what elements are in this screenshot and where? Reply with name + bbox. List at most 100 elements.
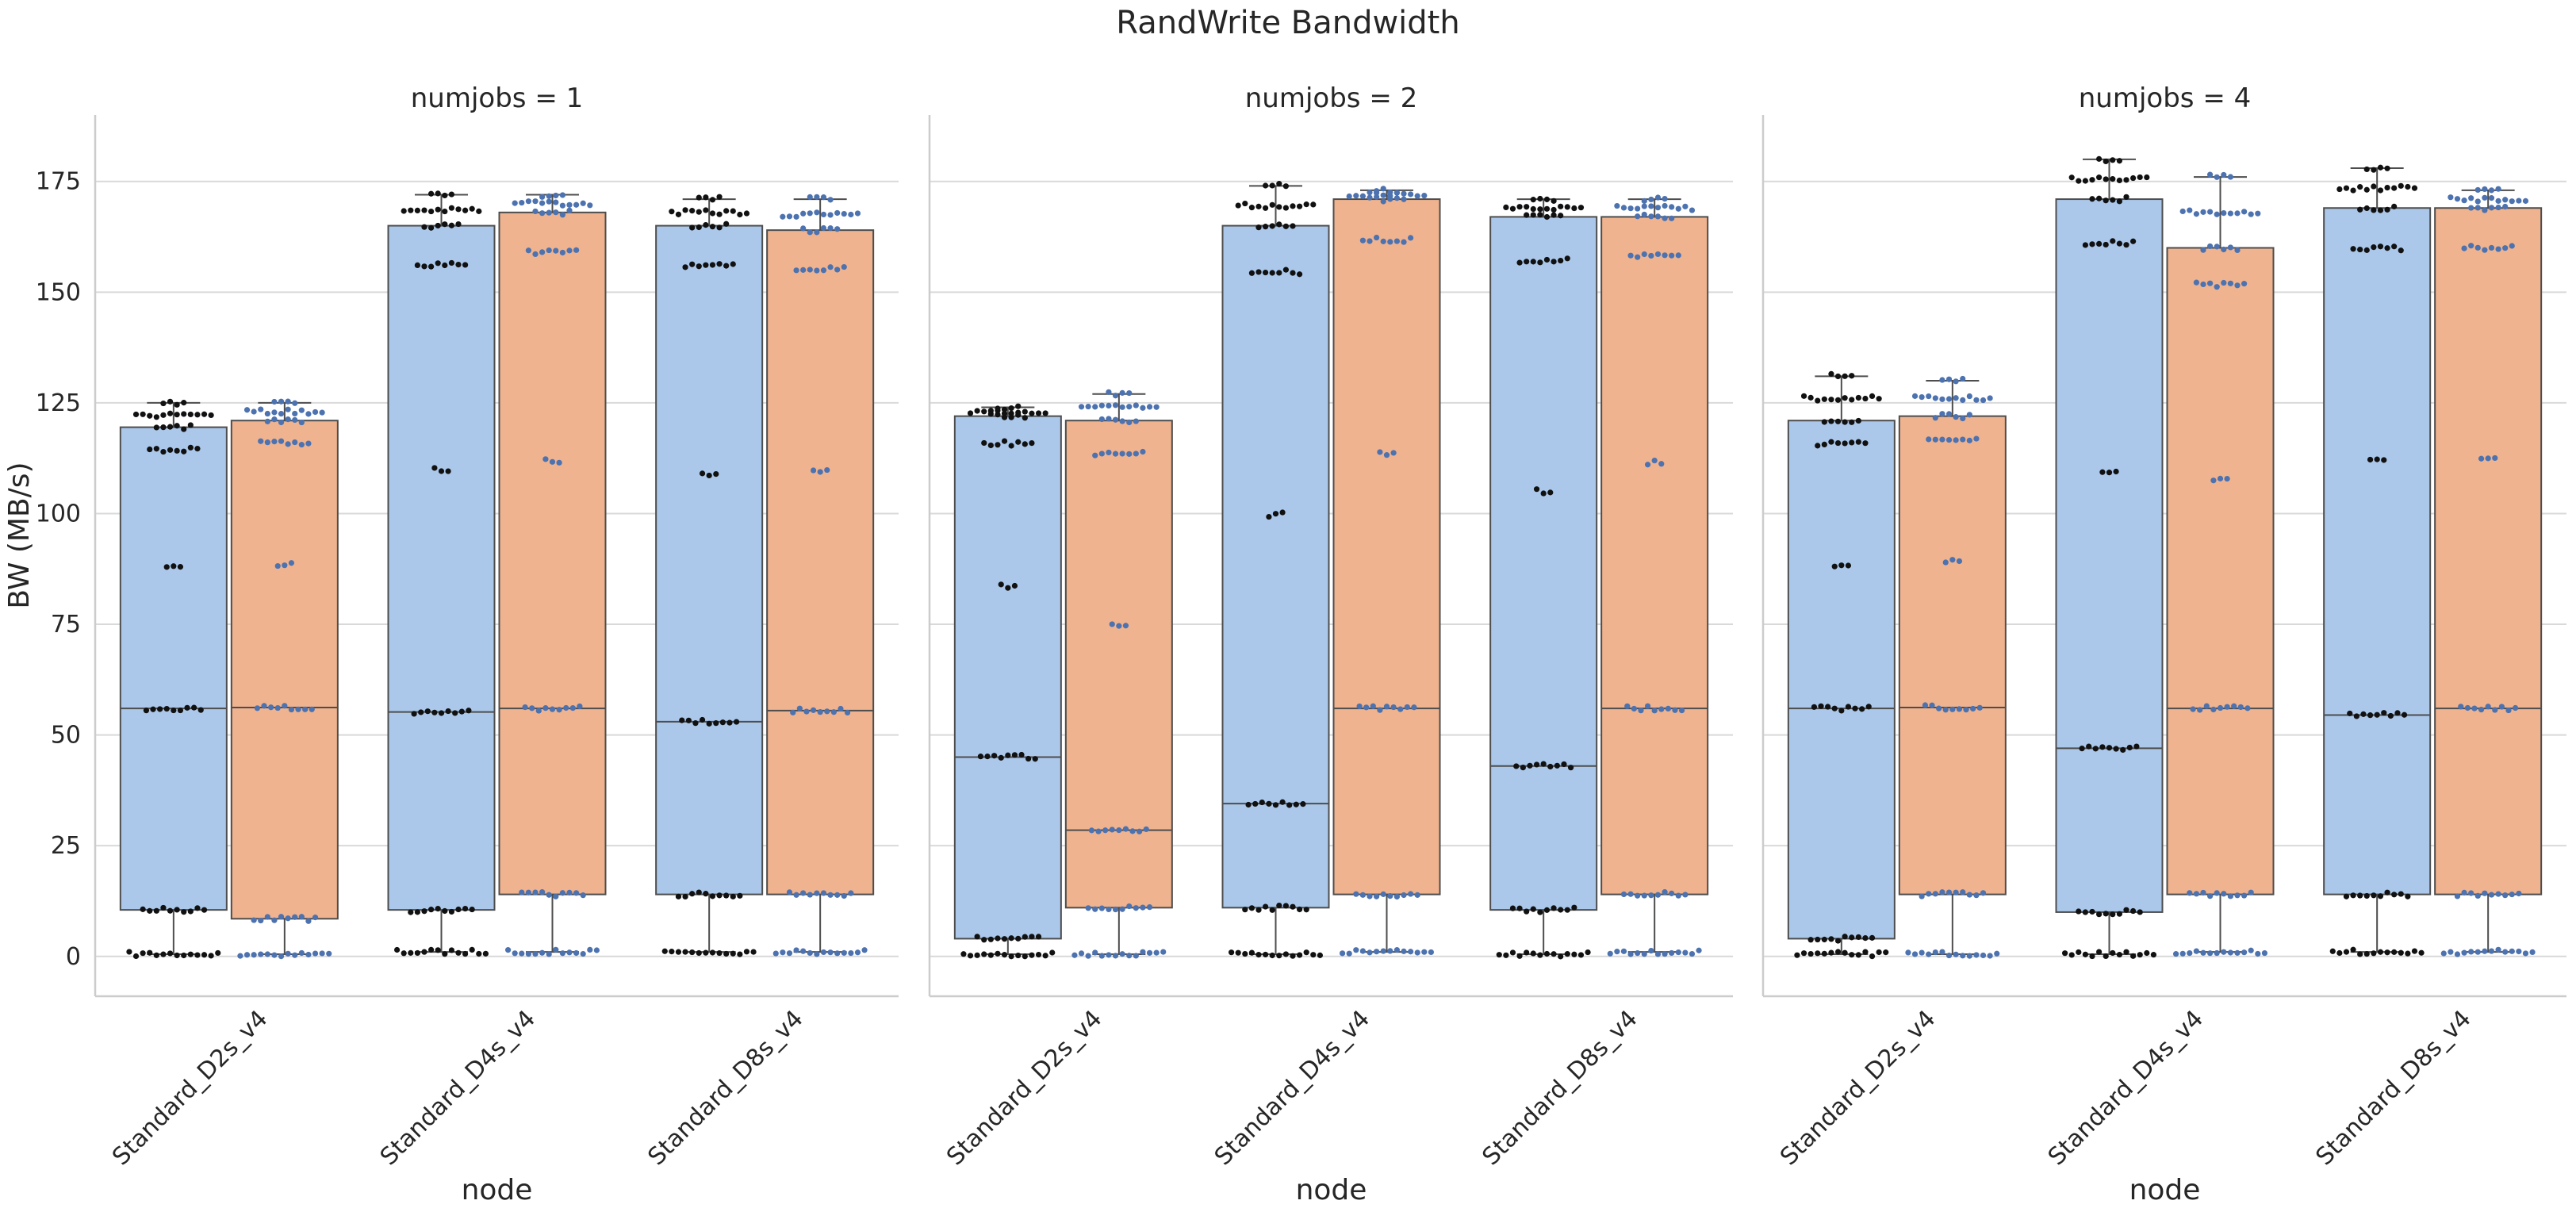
swarm-point: [1272, 802, 1279, 808]
swarm-point: [2241, 281, 2248, 287]
swarm-point: [2214, 174, 2220, 180]
swarm-point: [174, 447, 180, 454]
swarm-point: [292, 439, 298, 446]
swarm-point: [1367, 189, 1373, 196]
swarm-point: [1530, 906, 1536, 912]
swarm-point: [1641, 198, 1647, 204]
swarm-point: [824, 466, 830, 474]
swarm-point: [2200, 209, 2206, 215]
swarm-point: [1648, 252, 1654, 259]
swarm-point: [1669, 949, 1675, 957]
facet-title: numjobs = 4: [2079, 82, 2252, 114]
swarm-point: [848, 211, 854, 218]
swarm-point: [167, 398, 174, 405]
swarm-point: [2485, 455, 2491, 462]
swarm-point: [1949, 557, 1956, 563]
swarm-point: [2106, 470, 2113, 476]
swarm-point: [1533, 761, 1540, 768]
swarm-point: [2224, 704, 2230, 710]
swarm-point: [2099, 469, 2106, 475]
swarm-point: [2492, 707, 2498, 713]
swarm-point: [2062, 950, 2068, 957]
swarm-point: [848, 949, 854, 957]
swarm-point: [995, 950, 1001, 957]
swarm-point: [2116, 158, 2122, 164]
swarm-point: [1005, 585, 1011, 591]
swarm-point: [1973, 397, 1980, 403]
swarm-point: [482, 950, 489, 957]
swarm-point: [827, 892, 834, 898]
swarm-point: [2329, 948, 2336, 954]
swarm-point: [2509, 948, 2515, 954]
swarm-point: [1828, 439, 1834, 445]
swarm-point: [1973, 892, 1980, 899]
swarm-point: [435, 190, 441, 197]
swarm-point: [302, 706, 309, 712]
swarm-point: [1842, 373, 1848, 379]
swarm-point: [1869, 953, 1876, 960]
swarm-point: [1551, 905, 1557, 911]
swarm-point: [1932, 395, 1938, 401]
swarm-point: [1359, 193, 1366, 199]
swarm-point: [1408, 891, 1414, 897]
swarm-point: [1008, 935, 1014, 942]
swarm-point: [2492, 454, 2498, 462]
swarm-point: [820, 890, 827, 896]
swarm-point: [1876, 396, 1882, 402]
swarm-point: [987, 442, 994, 449]
swarm-point: [1862, 949, 1869, 955]
swarm-point: [150, 706, 156, 712]
swarm-point: [1669, 890, 1675, 896]
swarm-point: [542, 705, 549, 711]
swarm-point: [1862, 935, 1869, 942]
swarm-point: [428, 907, 435, 913]
swarm-point: [566, 949, 573, 956]
swarm-point: [462, 950, 469, 957]
swarm-point: [1022, 934, 1028, 940]
swarm-point: [1353, 193, 1359, 199]
swarm-point: [1377, 707, 1383, 713]
swarm-point: [559, 249, 566, 256]
swarm-point: [2357, 184, 2363, 190]
swarm-point: [1976, 704, 1983, 711]
swarm-point: [1029, 934, 1035, 940]
swarm-point: [716, 224, 723, 231]
swarm-point: [428, 946, 435, 953]
y-tick-label: 175: [36, 168, 81, 196]
swarm-point: [1862, 440, 1869, 447]
swarm-point: [442, 907, 448, 915]
swarm-point: [2207, 280, 2214, 286]
swarm-point: [1140, 904, 1146, 911]
swarm-point: [1945, 889, 1953, 896]
swarm-point: [1929, 702, 1935, 708]
swarm-point: [1558, 953, 1564, 960]
swarm-point: [1098, 402, 1105, 408]
swarm-point: [1834, 397, 1842, 403]
swarm-point: [462, 262, 469, 268]
swarm-point: [2371, 183, 2377, 190]
swarm-point: [1387, 189, 1393, 196]
swarm-point: [1845, 704, 1852, 710]
swarm-point: [987, 952, 994, 958]
swarm-point: [285, 441, 291, 447]
swarm-point: [1654, 205, 1662, 211]
swarm-point: [1095, 828, 1102, 834]
x-tick-label: Standard_D8s_v4: [642, 1005, 808, 1171]
swarm-point: [394, 946, 401, 953]
swarm-point: [1669, 215, 1675, 221]
swarm-point: [1654, 213, 1662, 220]
swarm-point: [1035, 951, 1042, 958]
swarm-point: [1530, 197, 1536, 203]
swarm-point: [730, 261, 736, 267]
swarm-point: [1411, 704, 1417, 711]
swarm-point: [448, 908, 455, 915]
swarm-point: [1276, 204, 1282, 210]
box-blue: [387, 224, 496, 911]
swarm-point: [730, 950, 736, 957]
swarm-point: [699, 470, 706, 477]
swarm-point: [2371, 892, 2377, 899]
swarm-point: [428, 263, 435, 270]
swarm-point: [1119, 418, 1125, 424]
swarm-point: [278, 438, 285, 444]
swarm-point: [2502, 949, 2509, 955]
